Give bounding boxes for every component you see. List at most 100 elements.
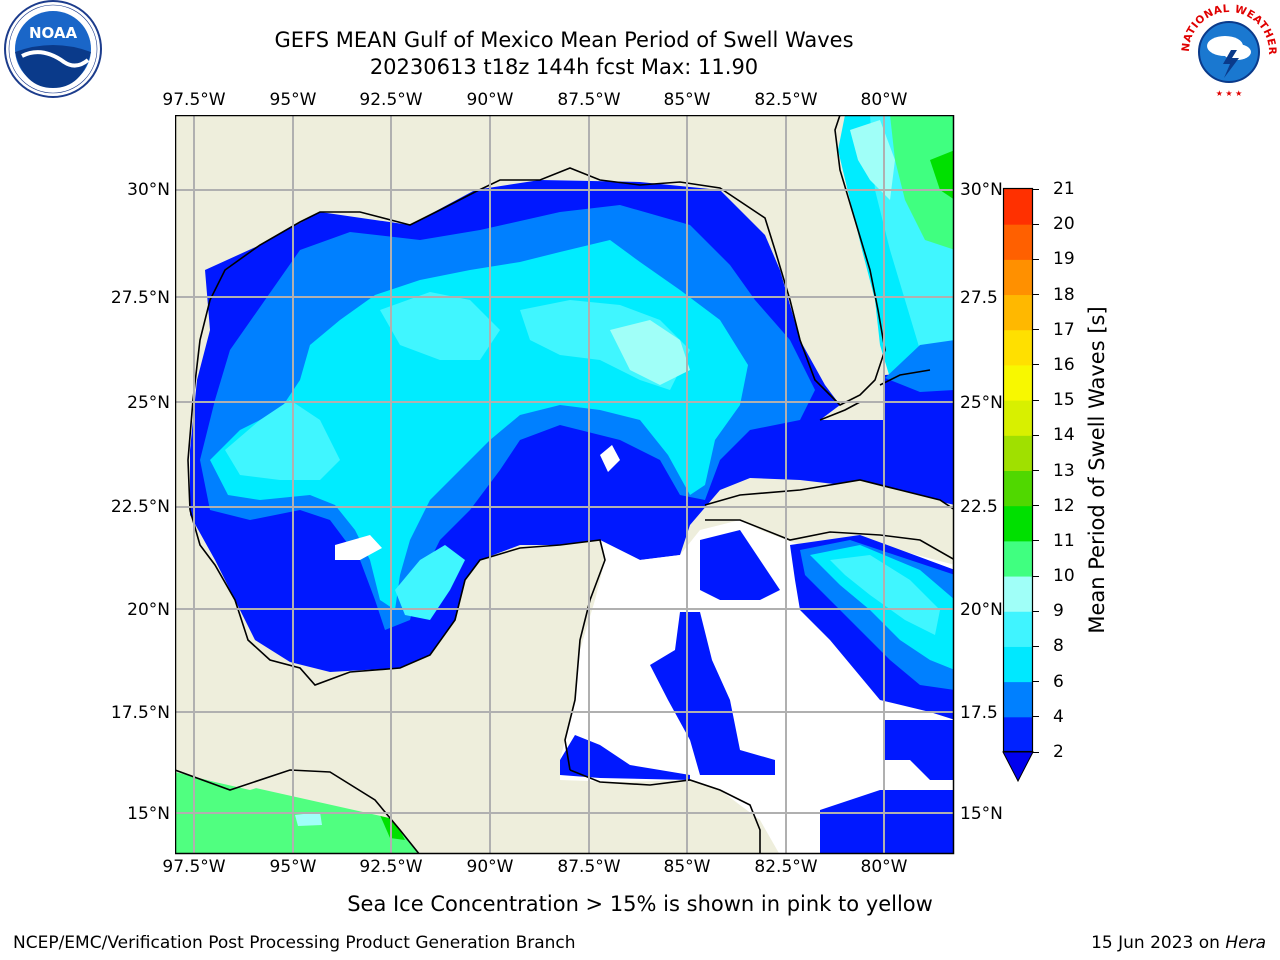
caribbean-water-band-2-4 xyxy=(560,735,690,780)
lat-label-right: 20°N xyxy=(960,600,1003,620)
colorbar-tick-mark xyxy=(1033,751,1039,753)
colorbar-tick-label: 11 xyxy=(1053,530,1075,551)
lon-label-bottom: 80°W xyxy=(860,857,908,877)
yucatan-peninsula xyxy=(450,540,605,760)
nws-logo: NATIONAL WEATHER SERVICE ★ ★ ★ xyxy=(1173,0,1278,100)
graticule xyxy=(175,115,954,854)
colorbar-tick-label: 17 xyxy=(1053,319,1075,340)
footer-date: 15 Jun 2023 on Hera xyxy=(1091,933,1266,953)
lat-label-left: 30°N xyxy=(127,180,170,200)
lat-label-left: 17.5°N xyxy=(110,703,170,723)
lon-label-bottom: 82.5°W xyxy=(754,857,818,877)
colorbar-tick-mark xyxy=(1033,575,1039,577)
colorbar-segment xyxy=(1004,259,1032,296)
colorbar-tick-mark xyxy=(1033,329,1039,331)
colorbar-segments xyxy=(1004,189,1032,753)
map-frame xyxy=(175,115,955,855)
map-title-line2: 20230613 t18z 144h fcst Max: 11.90 xyxy=(369,55,759,79)
lat-label-right: 17.5 xyxy=(960,703,998,723)
colorbar-tick-label: 16 xyxy=(1053,354,1075,375)
lon-label-bottom: 90°W xyxy=(466,857,514,877)
colorbar-tick-mark xyxy=(1033,223,1039,225)
map-title-line1: GEFS MEAN Gulf of Mexico Mean Period of … xyxy=(274,28,854,52)
lon-label-top: 95°W xyxy=(269,90,317,110)
lon-label-top: 82.5°W xyxy=(754,90,818,110)
lon-label-top: 87.5°W xyxy=(557,90,621,110)
colorbar-tick-mark xyxy=(1033,681,1039,683)
colorbar-frame xyxy=(1002,187,1034,753)
colorbar-tick-label: 6 xyxy=(1053,671,1064,692)
colorbar-tick-mark xyxy=(1033,610,1039,612)
lat-label-right: 27.5 xyxy=(960,288,998,308)
colorbar-tick-mark xyxy=(1033,399,1039,401)
lat-label-left: 15°N xyxy=(127,804,170,824)
colorbar-tick-label: 14 xyxy=(1053,425,1075,446)
colorbar-tick-mark xyxy=(1033,258,1039,260)
lon-label-top: 85°W xyxy=(663,90,711,110)
lat-label-left: 20°N xyxy=(127,600,170,620)
svg-text:★ ★ ★: ★ ★ ★ xyxy=(1216,89,1243,98)
lon-label-top: 90°W xyxy=(466,90,514,110)
caribbean-water-band-2-4 xyxy=(650,612,775,775)
colorbar-tick-label: 10 xyxy=(1053,566,1075,587)
gulf-water-band-9-10 xyxy=(610,320,690,385)
lat-label-left: 27.5°N xyxy=(110,288,170,308)
footer-date-text: 15 Jun 2023 on xyxy=(1091,933,1226,953)
caribbean-water-band-2-4 xyxy=(700,530,780,600)
colorbar-tick-mark xyxy=(1033,434,1039,436)
colorbar xyxy=(1002,187,1034,783)
colorbar-tick-label: 19 xyxy=(1053,249,1075,270)
colorbar-tick-label: 15 xyxy=(1053,390,1075,411)
colorbar-tick-label: 13 xyxy=(1053,460,1075,481)
lat-label-right: 30°N xyxy=(960,180,1003,200)
no-data-patch xyxy=(335,535,382,560)
colorbar-tick-mark xyxy=(1033,645,1039,647)
lon-label-top: 92.5°W xyxy=(359,90,423,110)
noaa-logo: NOAA xyxy=(4,0,102,98)
colorbar-segment xyxy=(1004,435,1032,471)
colorbar-tick-mark xyxy=(1033,188,1039,190)
colorbar-tick-label: 8 xyxy=(1053,636,1064,657)
gulf-water-band-8-9 xyxy=(395,545,465,620)
cuba-island xyxy=(705,480,954,560)
colorbar-segment xyxy=(1004,505,1032,542)
colorbar-segment xyxy=(1004,611,1032,647)
footer-machine: Hera xyxy=(1225,933,1266,953)
colorbar-segment xyxy=(1004,329,1032,366)
colorbar-segment xyxy=(1004,716,1032,753)
pacific-water-band-10-11 xyxy=(380,815,405,840)
caribbean-water-band-2-4 xyxy=(820,790,954,854)
pacific-water-band-8-9 xyxy=(295,812,322,826)
colorbar-tick-label: 20 xyxy=(1053,214,1075,235)
lat-label-right: 25°N xyxy=(960,393,1003,413)
colorbar-tick-mark xyxy=(1033,540,1039,542)
atlantic-water-band-9-10 xyxy=(890,115,954,250)
colorbar-tick-label: 4 xyxy=(1053,706,1064,727)
atlantic-water-band-10-11 xyxy=(930,150,954,200)
no-data-patch xyxy=(600,445,620,472)
lat-label-left: 25°N xyxy=(127,393,170,413)
colorbar-tick-mark xyxy=(1033,294,1039,296)
caribbean-water-band-2-4 xyxy=(885,720,954,780)
colorbar-segment xyxy=(1004,400,1032,436)
gulf-water-band-8-9 xyxy=(380,292,500,360)
colorbar-tick-label: 18 xyxy=(1053,284,1075,305)
colorbar-segment xyxy=(1004,364,1032,401)
lat-label-right: 22.5 xyxy=(960,497,998,517)
lon-label-bottom: 92.5°W xyxy=(359,857,423,877)
colorbar-tick-label: 9 xyxy=(1053,601,1064,622)
colorbar-tick-label: 2 xyxy=(1053,742,1064,762)
colorbar-tick-mark xyxy=(1033,364,1039,366)
lat-label-left: 22.5°N xyxy=(110,497,170,517)
footer-credit: NCEP/EMC/Verification Post Processing Pr… xyxy=(13,933,576,953)
colorbar-tick-label: 12 xyxy=(1053,495,1075,516)
sea-ice-note: Sea Ice Concentration > 15% is shown in … xyxy=(347,892,933,916)
colorbar-segment xyxy=(1004,189,1032,225)
colorbar-segment xyxy=(1004,540,1032,577)
colorbar-segment xyxy=(1004,576,1032,612)
lon-label-bottom: 85°W xyxy=(663,857,711,877)
lon-label-top: 80°W xyxy=(860,90,908,110)
colorbar-segment xyxy=(1004,470,1032,507)
lon-label-bottom: 95°W xyxy=(269,857,317,877)
colorbar-segment xyxy=(1004,294,1032,331)
